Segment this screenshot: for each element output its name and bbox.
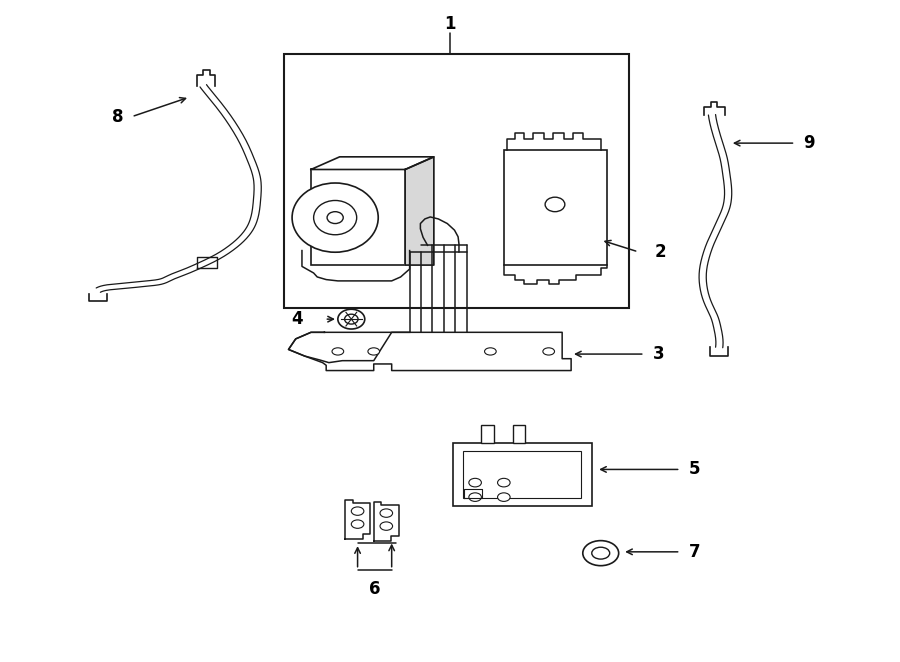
Polygon shape xyxy=(289,332,410,363)
Ellipse shape xyxy=(545,197,565,212)
Bar xyxy=(504,150,607,265)
Bar xyxy=(310,169,405,265)
Ellipse shape xyxy=(498,479,510,487)
Ellipse shape xyxy=(338,309,364,329)
Ellipse shape xyxy=(469,493,482,501)
Ellipse shape xyxy=(351,507,364,515)
Text: 3: 3 xyxy=(653,345,665,363)
Text: 9: 9 xyxy=(803,134,815,152)
Ellipse shape xyxy=(351,520,364,528)
Ellipse shape xyxy=(292,183,378,252)
Polygon shape xyxy=(289,332,572,371)
Ellipse shape xyxy=(332,348,344,355)
Ellipse shape xyxy=(498,493,510,501)
Text: 8: 8 xyxy=(112,108,124,126)
Ellipse shape xyxy=(380,509,392,517)
Ellipse shape xyxy=(327,212,343,224)
Text: 5: 5 xyxy=(689,461,701,479)
Text: 2: 2 xyxy=(655,243,667,261)
Ellipse shape xyxy=(380,522,392,530)
Text: 7: 7 xyxy=(689,543,701,561)
Text: 6: 6 xyxy=(369,581,381,598)
Bar xyxy=(284,54,629,308)
Ellipse shape xyxy=(313,201,356,235)
Ellipse shape xyxy=(583,541,618,566)
Ellipse shape xyxy=(469,479,482,487)
Polygon shape xyxy=(405,157,434,265)
Ellipse shape xyxy=(368,348,380,355)
Ellipse shape xyxy=(345,314,358,324)
Bar xyxy=(513,424,526,443)
Polygon shape xyxy=(310,157,434,169)
Polygon shape xyxy=(345,500,370,539)
Bar xyxy=(453,443,592,506)
Ellipse shape xyxy=(543,348,554,355)
Text: 1: 1 xyxy=(445,15,455,34)
Bar xyxy=(482,424,494,443)
Ellipse shape xyxy=(484,348,496,355)
Text: 4: 4 xyxy=(292,310,303,328)
Ellipse shape xyxy=(592,547,609,559)
Bar xyxy=(464,451,581,498)
Polygon shape xyxy=(374,502,399,541)
